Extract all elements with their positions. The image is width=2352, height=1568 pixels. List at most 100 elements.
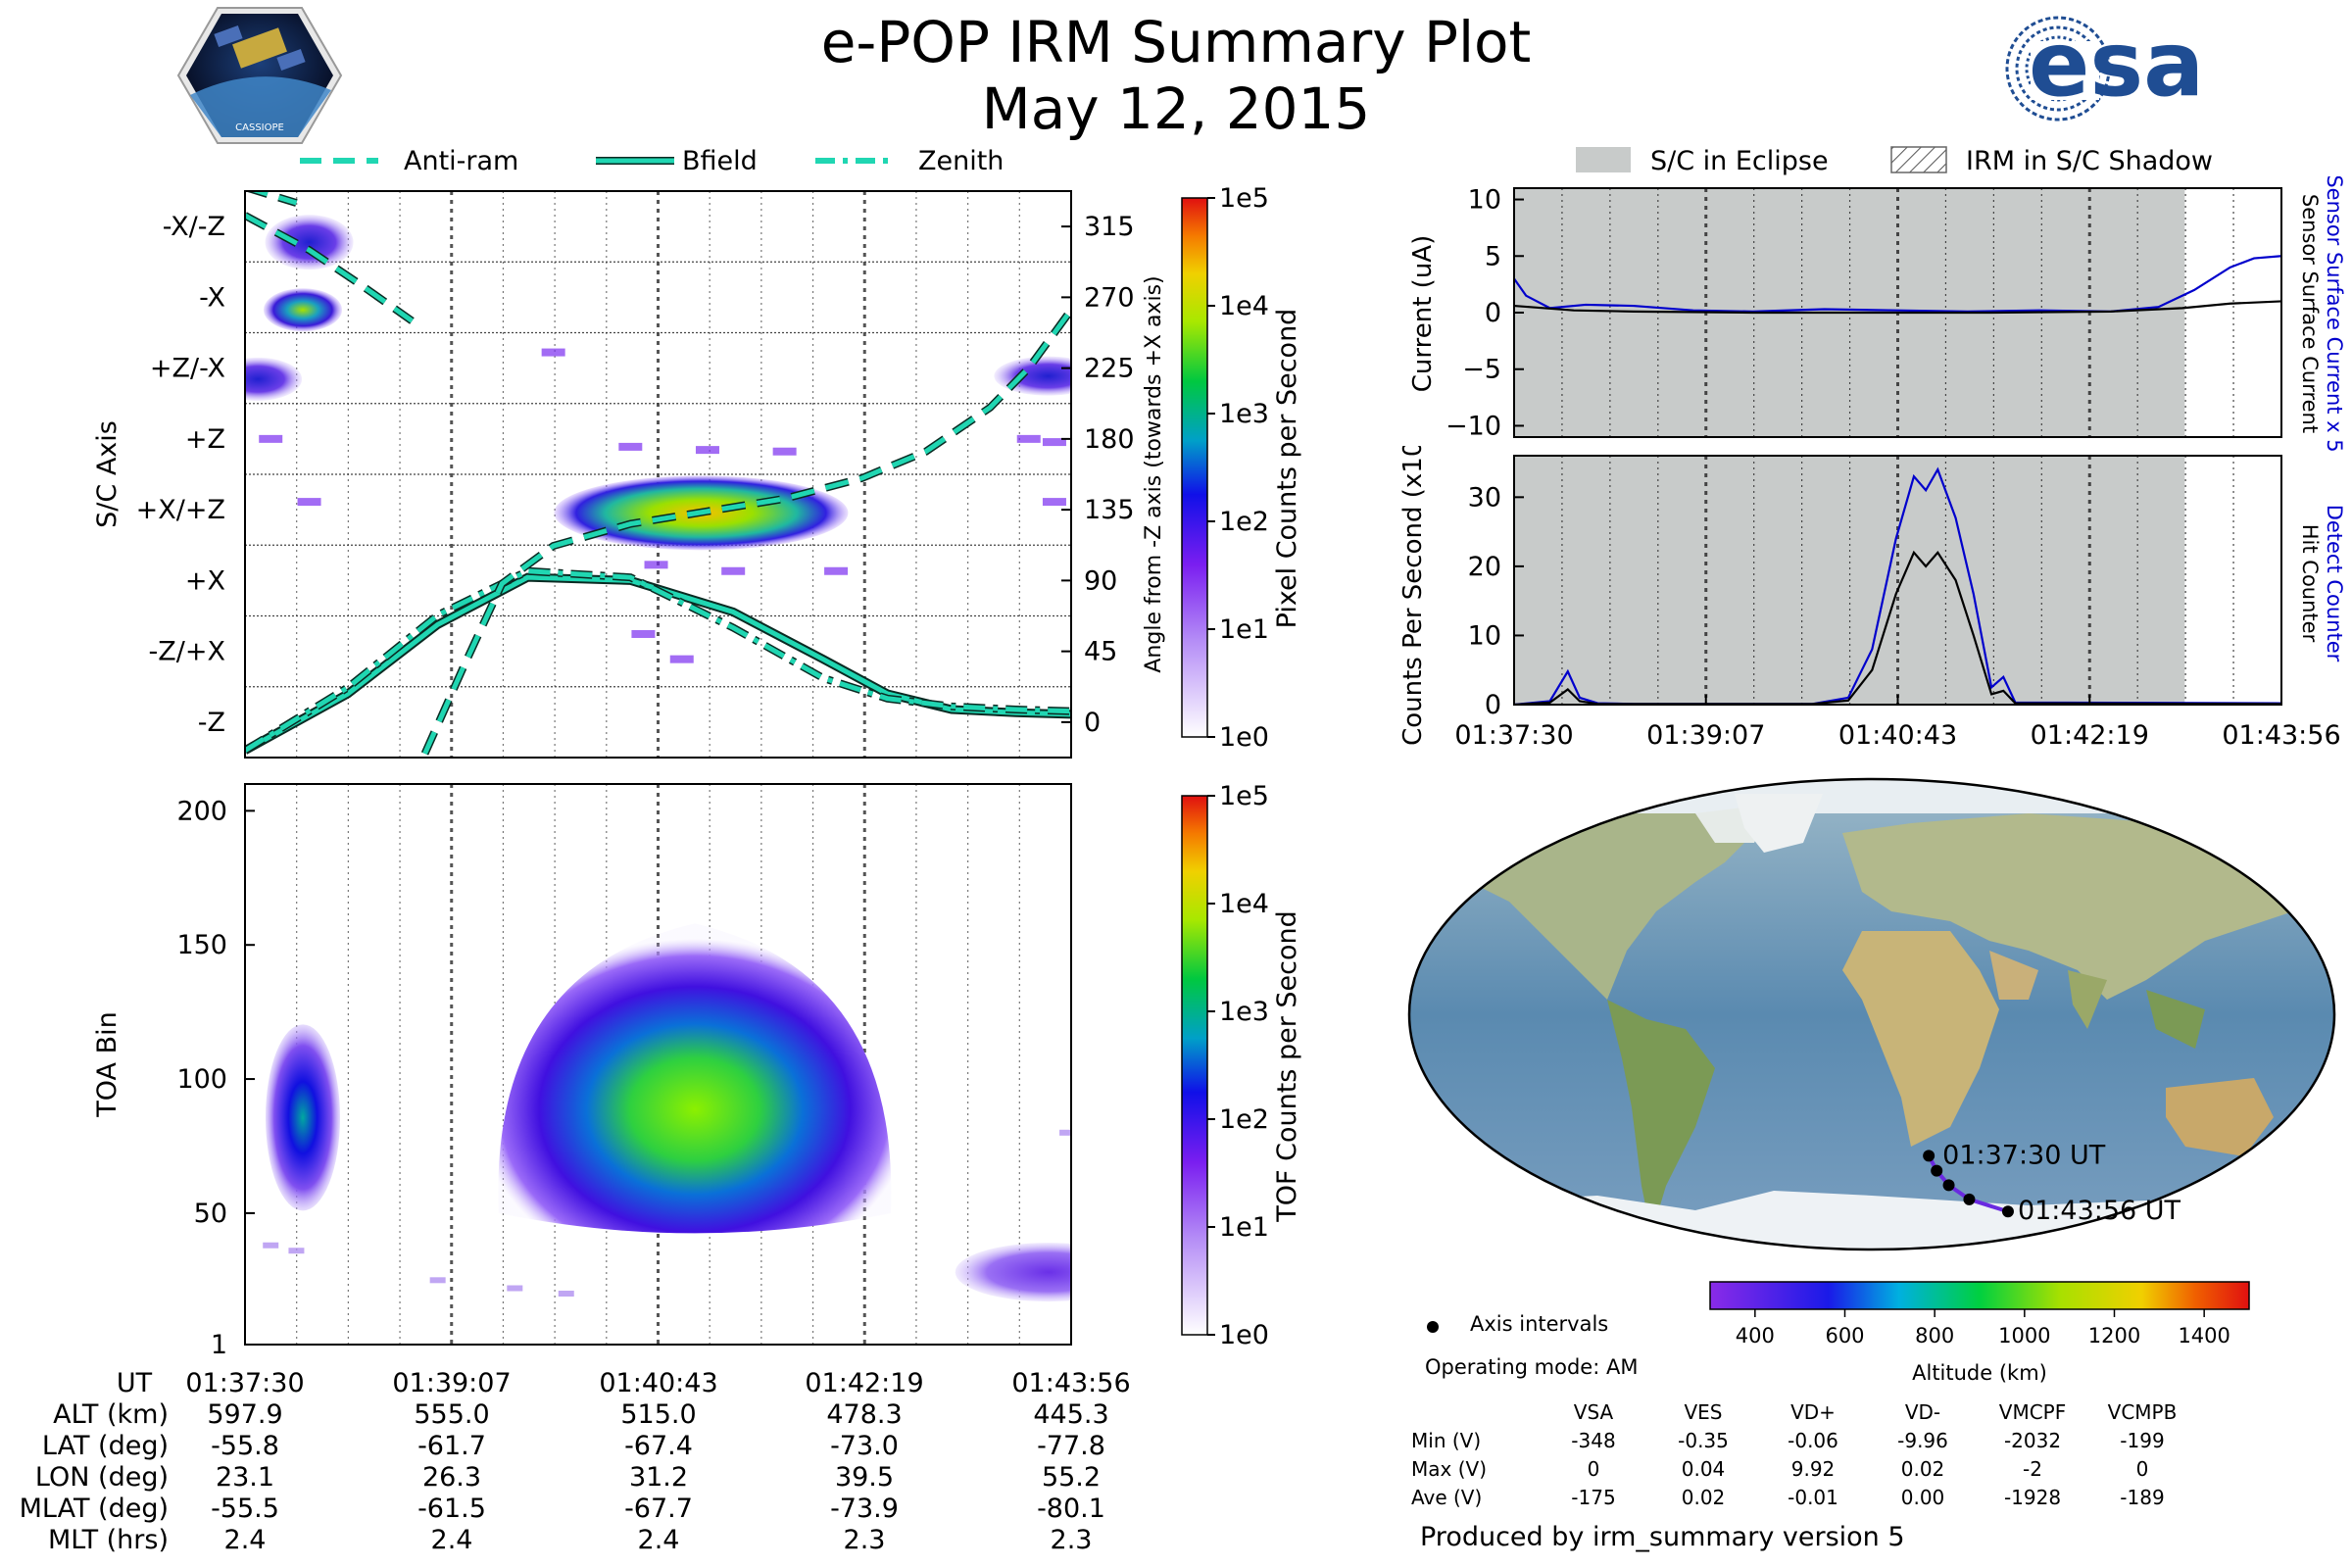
intensity-pixel [1042, 438, 1066, 447]
ground-track-map: 01:37:30 UT 01:43:56 UT [1407, 777, 2336, 1251]
intensity-pixel [1042, 498, 1066, 507]
sc-axis-tick-label: -X/-Z [163, 212, 225, 242]
colorbar-tick-label: 1e1 [1219, 614, 1269, 645]
axis-intervals-label: Axis intervals [1470, 1312, 1609, 1336]
toa-pixel [1059, 1129, 1071, 1136]
altitude-label: Altitude (km) [1912, 1361, 2047, 1385]
ephemeris-value: 2.3 [843, 1525, 886, 1555]
toa-pixel [558, 1291, 574, 1297]
legend-eclipse-swatch [1576, 147, 1631, 172]
intensity-pixel [824, 566, 849, 575]
cell: -9.96 [1897, 1428, 1948, 1452]
cell: -2 [2023, 1456, 2042, 1481]
cell: 0.04 [1681, 1456, 1726, 1481]
x-tick-label: 01:42:19 [2031, 720, 2149, 750]
legend-antiram-label: Anti-ram [404, 146, 518, 176]
intensity-pixel [259, 434, 283, 443]
current-ylabel: Current (uA) [1408, 235, 1438, 392]
toa-pixel [288, 1248, 305, 1254]
y-tick-label: −10 [1446, 411, 1501, 441]
colorbar-tick-label: 1e5 [1219, 781, 1269, 811]
cell: -348 [1571, 1428, 1616, 1452]
y-tick-label: 10 [1468, 620, 1501, 651]
table-row: Max (V) 0 0.04 9.92 0.02 -2 0 [1411, 1454, 2197, 1483]
track-end-label: 01:43:56 UT [2018, 1196, 2181, 1226]
angle-tick-label: 45 [1084, 637, 1117, 667]
row-label: Min (V) [1411, 1428, 1482, 1452]
altitude-colorbar-block: 400 600 800 1000 1200 1400 Altitude (km) [1709, 1281, 2250, 1385]
cell: -199 [2120, 1428, 2165, 1452]
axis-interval-marker-icon [1427, 1321, 1439, 1333]
pixel-colorbar-label: Pixel Counts per Second [1272, 309, 1302, 629]
legend-orientation: Anti-ram Bfield Zenith [300, 146, 1004, 176]
intensity-pixel [1016, 434, 1041, 443]
intensity-blob [265, 215, 354, 270]
axis-interval-point [2001, 1205, 2014, 1218]
intensity-pixel [541, 348, 565, 357]
sc-axis-tick-label: +X [185, 565, 225, 596]
intensity-pixel [721, 566, 746, 575]
anti-ram-curve [245, 213, 414, 323]
intensity-blob [263, 288, 342, 332]
toa-tick-label: 50 [194, 1199, 227, 1229]
angle-tick-label: 0 [1084, 708, 1101, 738]
footer-text: Produced by irm_summary version 5 [1420, 1522, 1905, 1552]
sc-axis-tick-label: +X/+Z [136, 495, 225, 525]
ut-header: UT [116, 1368, 153, 1398]
axis-interval-point [1942, 1179, 1955, 1192]
intensity-pixel [644, 561, 668, 569]
col-header: VCMPB [2107, 1399, 2178, 1424]
angle-tick-label: 315 [1084, 212, 1135, 242]
counts-panel: 30 20 10 0 01:37:30 01:39:07 01:40:43 01:42:19… [1398, 446, 2346, 750]
altitude-tick-label: 1200 [2088, 1324, 2140, 1348]
toa-pixel [507, 1285, 523, 1292]
x-tick-label: 01:43:56 [2222, 720, 2340, 750]
y-tick-label: 5 [1485, 241, 1501, 271]
y-tick-label: 0 [1485, 690, 1501, 720]
colorbar-tick-label: 1e0 [1219, 1320, 1269, 1350]
cell: 0 [1587, 1456, 1600, 1481]
col-header: VD+ [1790, 1399, 1836, 1424]
colorbar-tick-label: 1e4 [1219, 889, 1269, 919]
ephemeris-value: -77.8 [1037, 1431, 1105, 1461]
series-line [1514, 255, 2281, 313]
colorbar-tick-label: 1e4 [1219, 291, 1269, 321]
col-header: VES [1684, 1399, 1723, 1424]
colorbar-tick-label: 1e5 [1219, 183, 1269, 214]
col-header: VMCPF [1998, 1399, 2067, 1424]
ephemeris-block: UT 01:37:30 01:39:07 01:40:43 01:42:19 01:43… [0, 1364, 1176, 1560]
cell: -0.35 [1678, 1428, 1729, 1452]
ephemeris-value: -61.7 [417, 1431, 486, 1461]
cassiope-logo-text: CASSIOPE [235, 122, 284, 133]
ephemeris-value: 55.2 [1041, 1462, 1102, 1493]
ephemeris-value: -67.4 [624, 1431, 693, 1461]
cell: -189 [2120, 1485, 2165, 1509]
legend-shadow-swatch [1890, 146, 1947, 173]
counts-ylabel: Counts Per Second (x10³) [1398, 446, 1428, 746]
operating-mode: Operating mode: AM [1425, 1355, 1639, 1379]
colorbar-tick-label: 1e0 [1219, 722, 1269, 753]
ephemeris-value: -73.0 [830, 1431, 899, 1461]
y-tick-label: 10 [1468, 185, 1501, 216]
bfield-curve-outline [245, 572, 1071, 755]
time-tick-label: 01:39:07 [392, 1368, 512, 1398]
cell: -0.06 [1788, 1428, 1838, 1452]
ephemeris-value: -55.8 [211, 1431, 279, 1461]
track-start-label: 01:37:30 UT [1942, 1140, 2106, 1170]
toa-blob [498, 923, 892, 1234]
sc-axis-frame [244, 190, 1072, 759]
ephemeris-value: 23.1 [215, 1462, 275, 1493]
x-tick-label: 01:37:30 [1454, 720, 1573, 750]
ephemeris-value: 2.4 [223, 1525, 267, 1555]
ephemeris-value: 478.3 [826, 1399, 903, 1430]
toa-tick-label: 200 [176, 796, 227, 826]
cassiope-logo: CASSIOPE [176, 7, 343, 144]
ephemeris-value: 445.3 [1033, 1399, 1109, 1430]
ephemeris-row-label: MLT (hrs) [47, 1525, 169, 1555]
col-header: VD- [1904, 1399, 1941, 1424]
cell: -2032 [2003, 1428, 2062, 1452]
toa-blob [955, 1243, 1071, 1302]
cell: 9.92 [1790, 1456, 1836, 1481]
intensity-pixel [297, 498, 321, 507]
